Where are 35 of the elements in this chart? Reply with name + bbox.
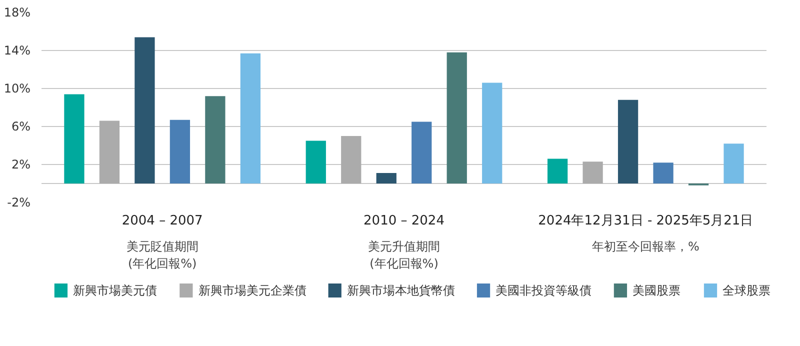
bar: [582, 162, 603, 184]
bar: [547, 158, 568, 184]
y-tick-label: 2%: [11, 158, 31, 172]
bar: [376, 173, 396, 184]
text: 美元升值期間 (年化回報%): [368, 240, 440, 270]
bar: [618, 100, 638, 184]
bar: [446, 52, 467, 184]
y-tick-label: 10%: [4, 82, 30, 96]
x-tick-label: 2024年12月31日 - 2025年5月21日: [538, 214, 754, 228]
legend-label: 美國非投資等級債: [496, 284, 592, 298]
y-tick-label: 14%: [4, 44, 30, 58]
bar: [306, 140, 326, 184]
text: 美元貶值期間 (年化回報%): [126, 240, 198, 270]
y-tick-label: -2%: [7, 196, 31, 210]
bar: [653, 162, 674, 184]
bar: [724, 144, 744, 184]
legend-label: 新興市場本地貨幣債: [347, 284, 456, 298]
legend-label: 全球股票: [722, 284, 771, 298]
bar: [412, 122, 432, 184]
legend-label: 新興市場美元企業債: [198, 284, 306, 298]
y-tick-label: 6%: [11, 120, 31, 134]
bar: [482, 82, 502, 184]
bar: [99, 120, 120, 184]
text: 年初至今回報率，%: [592, 240, 700, 254]
bar: [240, 53, 261, 184]
x-tick-label: 2010 – 2024: [364, 214, 444, 228]
y-tick-label: 18%: [4, 6, 30, 20]
x-tick-label: 2004 – 2007: [122, 214, 203, 228]
bar: [134, 37, 155, 184]
bar: [64, 94, 84, 184]
bar: [170, 120, 190, 184]
bar: [341, 136, 362, 184]
legend-label: 美國股票: [632, 284, 681, 298]
legend-label: 新興市場美元債: [73, 284, 158, 298]
bar: [205, 96, 226, 184]
